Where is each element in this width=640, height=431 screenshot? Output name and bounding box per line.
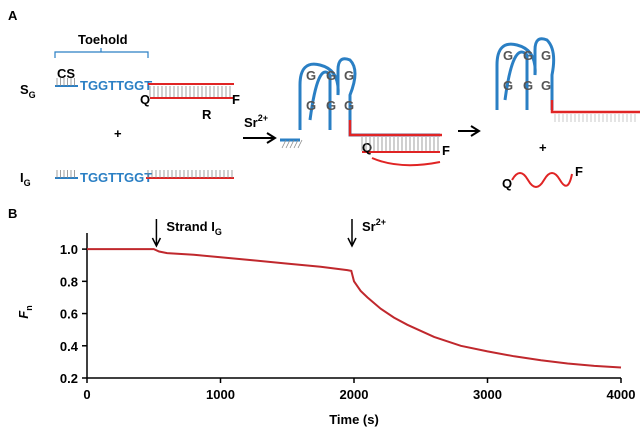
x-axis-title: Time (s) [329, 412, 379, 427]
base-pair [285, 139, 291, 149]
annotation-arrow [151, 219, 162, 248]
sg: S [20, 82, 29, 97]
reaction-arrow [458, 125, 481, 137]
strand [362, 151, 441, 167]
sr-label: Sr2+ [244, 113, 268, 130]
quencher: Q [140, 92, 150, 107]
quadruplex [495, 37, 556, 110]
g-label: G [541, 78, 551, 93]
y-axis-title: Fn [16, 305, 34, 318]
quadruplex [280, 70, 332, 142]
g-label: G [306, 68, 316, 83]
annotation-text: Strand I [166, 219, 214, 234]
g-label: G [503, 48, 513, 63]
base-pair [293, 139, 299, 149]
g-label: G [344, 68, 354, 83]
base-pair [289, 139, 295, 149]
toehold-bracket [54, 48, 149, 58]
base-pair [297, 139, 303, 149]
quencher: Q [362, 140, 372, 155]
sg-sub: G [29, 90, 36, 100]
ylabel: F [16, 310, 31, 319]
plus: + [539, 140, 547, 155]
ig-sub: G [24, 178, 31, 188]
sequence: TGGTTGGT [80, 78, 152, 93]
y-tick-label: 0.8 [60, 274, 78, 289]
sr-sup: 2+ [258, 113, 268, 123]
sg-label: SG [20, 82, 36, 100]
r-label: R [202, 107, 212, 122]
panel-a: A Toehold SG CS TGGTTGGT Q F R + IG TGGT… [8, 8, 640, 191]
g-label: G [523, 78, 533, 93]
fluorophore: F [232, 92, 240, 107]
x-tick-label: 2000 [340, 387, 369, 402]
annotation: Sr2+ [362, 217, 386, 234]
x-tick-label: 0 [83, 387, 90, 402]
y-tick-label: 0.2 [60, 371, 78, 386]
g-label: G [326, 98, 336, 113]
toehold-label: Toehold [78, 32, 128, 47]
quencher: Q [502, 176, 512, 191]
reaction-arrow [243, 132, 277, 144]
y-tick-label: 0.4 [60, 339, 79, 354]
y-tick-label: 0.6 [60, 307, 78, 322]
annotation: Strand IG [166, 219, 221, 237]
cs-label: CS [57, 66, 75, 81]
ig: I [20, 170, 24, 185]
strand [550, 100, 640, 114]
annotation-sub: G [215, 227, 222, 237]
ig-label: IG [20, 170, 31, 188]
sequence: TGGTTGGT [80, 170, 152, 185]
x-tick-label: 4000 [607, 387, 636, 402]
g-label: G [326, 68, 336, 83]
g-label: G [306, 98, 316, 113]
y-tick-label: 1.0 [60, 242, 78, 257]
annotation-text: Sr [362, 219, 376, 234]
quadruplex [503, 50, 529, 110]
g-label: G [503, 78, 513, 93]
quadruplex [298, 57, 440, 137]
fluorophore: F [442, 143, 450, 158]
g-label: G [541, 48, 551, 63]
x-tick-label: 1000 [206, 387, 235, 402]
g-label: G [523, 48, 533, 63]
sr: Sr [244, 115, 258, 130]
panel-b: B Fn Time (s) 0.2 0.4 0.6 0.8 1.0 0 1000 2000 30… [8, 206, 635, 427]
ylabel-sub: n [24, 305, 34, 311]
panel-label: B [8, 206, 17, 221]
data-line [87, 248, 622, 369]
base-pair [281, 139, 287, 149]
strand [348, 120, 442, 137]
plus: + [114, 126, 122, 141]
g-label: G [344, 98, 354, 113]
panel-label: A [8, 8, 18, 23]
fluorophore: F [575, 164, 583, 179]
released-strand [511, 172, 573, 188]
annotation-arrow [347, 219, 357, 248]
annotation-sup: 2+ [376, 217, 386, 227]
x-tick-label: 3000 [473, 387, 502, 402]
